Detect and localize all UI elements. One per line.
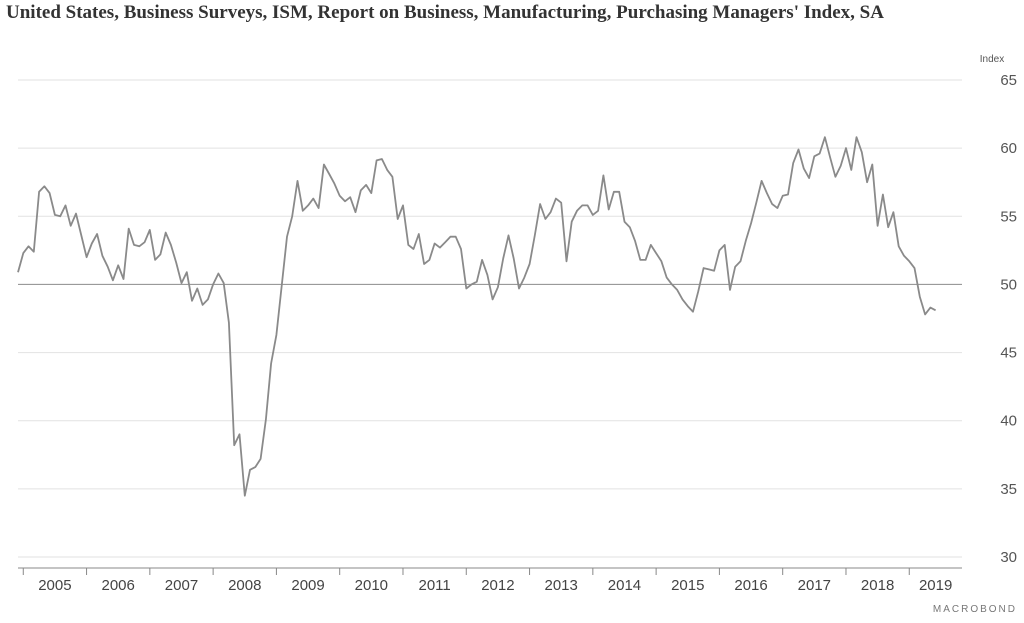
y-tick-label: 35 [1000,481,1017,498]
x-tick-label: 2010 [355,577,388,594]
x-tick-label: 2019 [919,577,952,594]
x-tick-label: 2016 [734,577,767,594]
x-tick-label: 2018 [861,577,894,594]
chart-title: United States, Business Surveys, ISM, Re… [6,2,884,23]
x-tick-label: 2014 [608,577,641,594]
x-tick-label: 2013 [545,577,578,594]
x-axis: 2005 2006 2007 2008 2009 2010 2011 2012 2013 2014… [18,567,962,594]
y-axis-unit-label: Index [980,54,1004,65]
x-tick-label: 2012 [481,577,514,594]
y-tick-label: 60 [1000,140,1017,157]
y-tick-label: 40 [1000,413,1017,430]
x-tick-label: 2009 [291,577,324,594]
y-tick-label: 65 [1000,72,1017,89]
y-tick-label: 55 [1000,208,1017,225]
series-line-pmi [17,136,937,497]
x-tick-label: 2007 [165,577,198,594]
y-tick-label: 30 [1000,549,1017,566]
x-tick-label: 2015 [671,577,704,594]
x-tick-label: 2005 [38,577,71,594]
x-tick-label: 2011 [418,577,450,594]
x-tick-label: 2006 [102,577,135,594]
x-tick-label: 2017 [798,577,831,594]
x-tick-label: 2008 [228,577,261,594]
brand-logo: MACROBOND [933,604,1017,615]
y-tick-label: 45 [1000,345,1017,362]
y-tick-label: 50 [1000,276,1017,293]
y-axis-ticks: 30 35 40 45 50 55 60 65 [1000,72,1017,566]
